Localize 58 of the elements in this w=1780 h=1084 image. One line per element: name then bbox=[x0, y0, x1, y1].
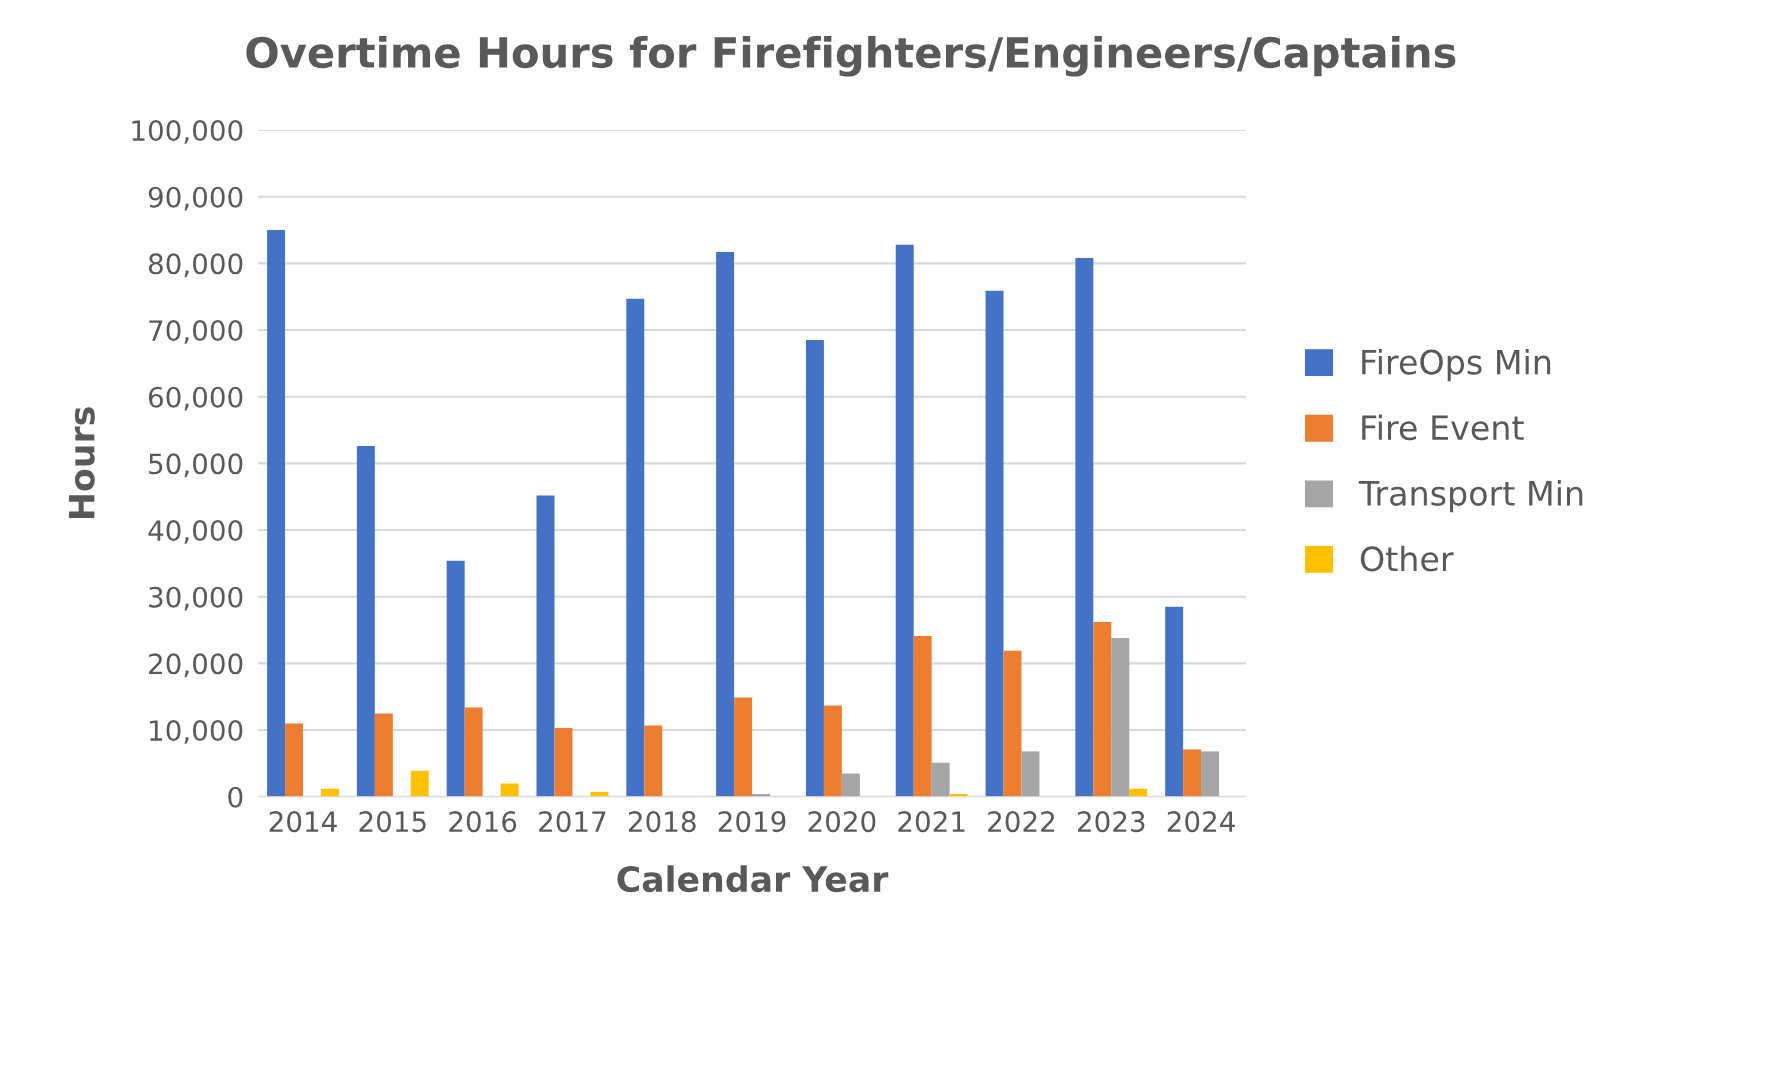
bar bbox=[805, 340, 824, 797]
bar bbox=[1165, 606, 1184, 797]
x-axis-title: Calendar Year bbox=[617, 865, 889, 893]
y-tick-label: 80,000 bbox=[148, 253, 243, 278]
bar bbox=[1201, 751, 1220, 797]
y-tick-label: 100,000 bbox=[132, 120, 243, 144]
bar bbox=[285, 723, 303, 797]
x-tick-label: 2023 bbox=[1077, 811, 1145, 833]
bar bbox=[554, 728, 573, 797]
bar bbox=[410, 770, 429, 797]
x-tick-label: 2020 bbox=[808, 811, 876, 833]
legend-label: Fire Event bbox=[1362, 414, 1524, 441]
x-tick-label: 2021 bbox=[898, 811, 965, 833]
x-tick-label: 2019 bbox=[718, 811, 786, 833]
bar bbox=[913, 636, 932, 797]
y-tick-label: 70,000 bbox=[149, 320, 243, 344]
y-tick-label: 10,000 bbox=[150, 720, 243, 744]
y-tick-label: 60,000 bbox=[148, 386, 243, 411]
bar bbox=[267, 230, 286, 797]
bar bbox=[1021, 751, 1040, 797]
x-tick-label: 2016 bbox=[449, 811, 517, 833]
bar bbox=[1075, 258, 1094, 797]
x-tick-label: 2015 bbox=[359, 811, 426, 833]
y-axis-title: Hours bbox=[69, 407, 95, 518]
bar bbox=[536, 495, 555, 797]
x-tick-label: 2018 bbox=[628, 811, 696, 833]
y-tick-label: 90,000 bbox=[148, 186, 243, 211]
y-tick-label: 40,000 bbox=[148, 520, 243, 544]
y-tick-label: 0 bbox=[228, 786, 243, 808]
bar bbox=[895, 244, 914, 797]
bar bbox=[841, 773, 860, 797]
x-tick-label: 2022 bbox=[988, 811, 1055, 833]
y-tick-label: 20,000 bbox=[149, 653, 243, 678]
x-tick-label: 2024 bbox=[1167, 811, 1235, 833]
bar bbox=[446, 560, 465, 797]
bar bbox=[931, 762, 950, 797]
legend-label: Transport Min bbox=[1358, 480, 1583, 513]
bar bbox=[644, 725, 663, 797]
bar bbox=[356, 446, 375, 797]
bar bbox=[464, 707, 483, 797]
bar bbox=[1111, 638, 1130, 797]
chart-title: Overtime Hours for Firefighters/Engineers/Captains bbox=[246, 35, 1456, 77]
x-tick-label: 2014 bbox=[269, 811, 337, 833]
bar bbox=[1003, 650, 1022, 797]
y-tick-label: 50,000 bbox=[149, 453, 243, 478]
bar bbox=[500, 783, 519, 797]
bar bbox=[1183, 749, 1202, 797]
bar bbox=[626, 298, 645, 797]
bar bbox=[374, 713, 393, 797]
legend-label: FireOps Min bbox=[1362, 348, 1551, 382]
bar bbox=[716, 252, 735, 797]
bar bbox=[823, 705, 842, 797]
x-tick-label: 2017 bbox=[539, 811, 606, 833]
bar bbox=[985, 290, 1004, 797]
legend-label: Other bbox=[1360, 545, 1454, 572]
bar bbox=[734, 697, 753, 797]
y-tick-label: 30,000 bbox=[149, 586, 243, 611]
bar bbox=[1093, 622, 1112, 797]
